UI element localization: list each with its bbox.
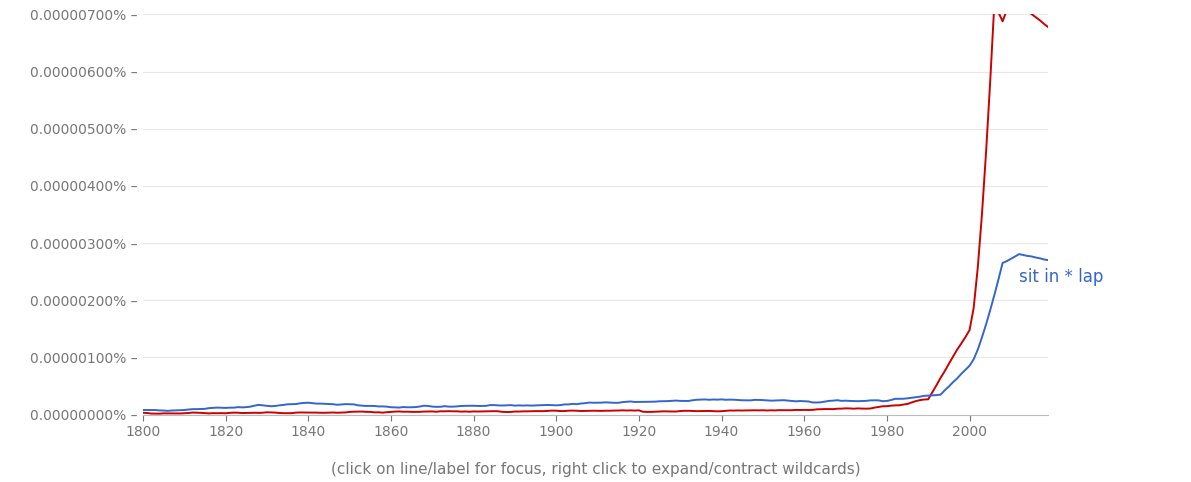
Text: (click on line/label for focus, right click to expand/contract wildcards): (click on line/label for focus, right cl… <box>331 462 860 477</box>
Text: sit in * lap: sit in * lap <box>1019 268 1104 286</box>
